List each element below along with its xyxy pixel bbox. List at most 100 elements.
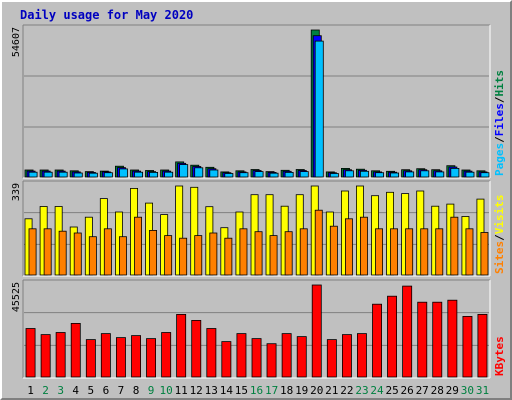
bar-sites-day-9: [149, 229, 157, 276]
bar-pages-day-6: [103, 172, 113, 178]
legend-files: Files: [493, 103, 506, 136]
x-tick-label-day-21: 21: [325, 384, 338, 397]
bar-pages-day-30: [465, 171, 475, 178]
bar-sites-day-6: [103, 228, 112, 276]
x-tick-label-day-10: 10: [159, 384, 172, 397]
x-tick-label-day-23: 23: [355, 384, 368, 397]
legend-separator: /: [493, 96, 506, 103]
bar-kbytes-day-24: [372, 303, 383, 378]
bar-sites-day-15: [239, 228, 248, 276]
legend-sites: Sites: [493, 241, 506, 274]
bar-pages-day-12: [194, 167, 204, 178]
bar-kbytes-day-25: [387, 295, 398, 378]
bar-kbytes-day-19: [296, 336, 307, 378]
x-tick-label-day-26: 26: [400, 384, 413, 397]
legend-visits: Visits: [493, 195, 506, 235]
bar-sites-day-3: [58, 230, 67, 276]
x-tick-label-day-15: 15: [235, 384, 248, 397]
bar-sites-day-23: [359, 216, 368, 276]
bar-sites-day-19: [299, 228, 308, 276]
bar-sites-day-1: [28, 228, 37, 276]
bar-kbytes-day-7: [116, 337, 126, 378]
bar-sites-day-22: [344, 218, 353, 276]
bar-pages-day-9: [149, 171, 159, 178]
legend-separator: /: [493, 136, 506, 143]
x-tick-label-day-27: 27: [416, 384, 429, 397]
bar-sites-day-8: [134, 216, 142, 276]
y-axis-max-label: 339: [11, 183, 22, 201]
bar-sites-day-18: [284, 231, 293, 276]
bar-kbytes-day-18: [281, 333, 292, 378]
legend-pages: Pages: [493, 143, 506, 176]
x-tick-label-day-2: 2: [42, 384, 49, 397]
x-tick-label-day-24: 24: [370, 384, 384, 397]
x-tick-label-day-22: 22: [340, 384, 353, 397]
bar-sites-day-10: [164, 235, 173, 276]
panel-1: 54607 Pages/Files/Hits: [11, 24, 506, 179]
bar-sites-day-27: [420, 228, 429, 276]
bar-pages-day-15: [239, 172, 249, 178]
bar-kbytes-day-21: [326, 339, 337, 378]
bar-kbytes-day-14: [221, 341, 232, 378]
bar-kbytes-day-13: [206, 328, 217, 378]
bar-kbytes-day-1: [25, 328, 36, 378]
bar-kbytes-day-2: [40, 334, 51, 378]
x-tick-label-day-16: 16: [250, 384, 263, 397]
bar-pages-day-29: [450, 167, 460, 178]
bar-kbytes-day-4: [70, 322, 81, 378]
bar-kbytes-day-16: [251, 338, 262, 378]
bar-visits-day-12: [190, 186, 199, 276]
x-tick-label-day-25: 25: [385, 384, 398, 397]
x-tick-label-day-3: 3: [57, 384, 64, 397]
x-tick-label-day-29: 29: [446, 384, 459, 397]
bar-pages-day-27: [420, 170, 430, 178]
bar-sites-day-21: [329, 225, 338, 276]
x-tick-label-day-9: 9: [148, 384, 155, 397]
bar-pages-day-22: [344, 170, 354, 178]
bar-pages-day-20: [314, 40, 324, 178]
x-tick-label-day-1: 1: [27, 384, 34, 397]
bar-pages-day-11: [179, 164, 189, 178]
bar-pages-day-5: [88, 172, 98, 178]
panel-background: [23, 25, 490, 178]
x-tick-label-day-30: 30: [461, 384, 474, 397]
bar-pages-day-10: [164, 171, 174, 178]
bar-pages-day-31: [480, 172, 490, 178]
bar-visits-day-11: [175, 185, 184, 276]
bar-sites-day-28: [435, 228, 444, 276]
x-tick-label-day-8: 8: [133, 384, 140, 397]
bar-pages-day-1: [28, 171, 38, 178]
bar-kbytes-day-3: [55, 332, 66, 378]
bar-sites-day-26: [405, 228, 414, 276]
bar-kbytes-day-22: [341, 334, 352, 378]
bar-kbytes-day-11: [176, 313, 187, 378]
bar-pages-day-18: [284, 171, 294, 178]
bar-kbytes-day-10: [161, 332, 172, 378]
x-tick-label-day-14: 14: [220, 384, 234, 397]
bar-sites-day-29: [450, 216, 459, 276]
legend: Pages/Files/Hits: [493, 70, 506, 176]
bar-sites-day-30: [465, 228, 474, 276]
bar-sites-day-14: [224, 237, 233, 276]
chart-title: Daily usage for May 2020: [20, 8, 193, 22]
legend: KBytes: [493, 336, 506, 376]
y-axis-max-label: 54607: [11, 27, 22, 57]
bar-sites-day-31: [480, 232, 489, 276]
x-tick-label-day-17: 17: [265, 384, 278, 397]
bar-pages-day-28: [435, 171, 445, 178]
bar-pages-day-19: [299, 171, 309, 178]
bar-kbytes-day-17: [266, 343, 277, 378]
x-tick-label-day-4: 4: [72, 384, 79, 397]
x-tick-label-day-12: 12: [190, 384, 203, 397]
x-tick-label-day-5: 5: [87, 384, 94, 397]
bar-sites-day-7: [119, 236, 127, 276]
bar-sites-day-5: [88, 236, 97, 276]
legend-separator: /: [493, 234, 506, 241]
bar-sites-day-2: [43, 228, 52, 276]
bar-pages-day-24: [375, 172, 385, 178]
bar-pages-day-13: [209, 169, 219, 178]
bar-pages-day-21: [329, 173, 339, 178]
bar-kbytes-day-31: [477, 313, 488, 378]
bar-sites-day-16: [254, 231, 263, 276]
